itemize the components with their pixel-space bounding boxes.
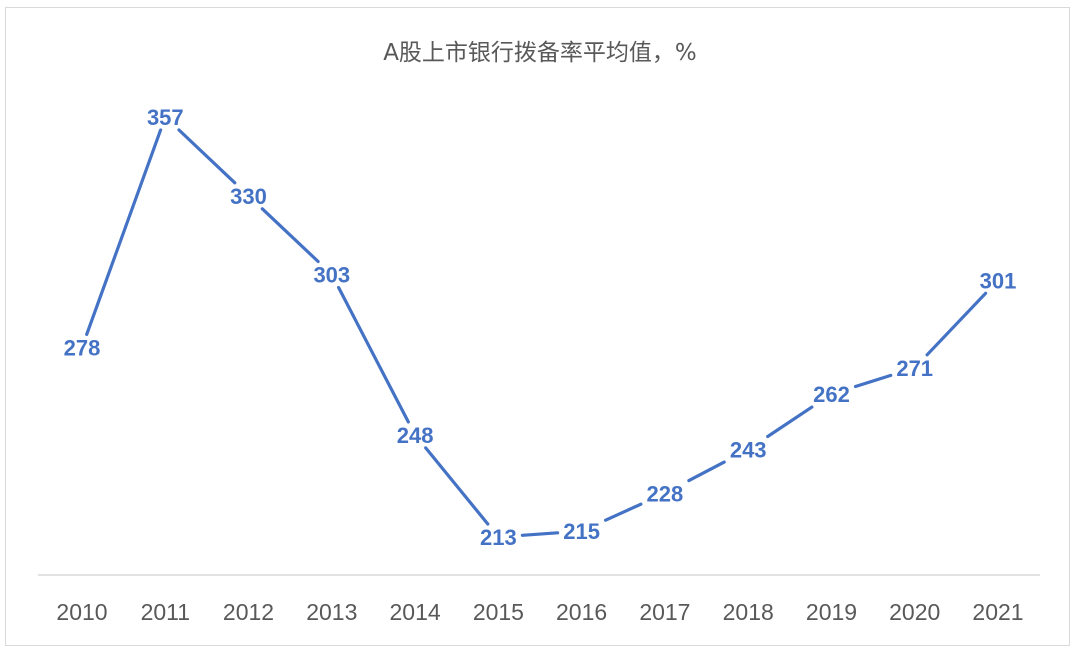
x-tick-2019: 2019 xyxy=(806,599,857,625)
data-label-2021: 301 xyxy=(980,268,1017,293)
x-tick-2020: 2020 xyxy=(889,599,940,625)
series-line xyxy=(85,128,988,537)
data-label-2011: 357 xyxy=(147,105,184,130)
data-label-2018: 243 xyxy=(730,438,767,463)
x-tick-2015: 2015 xyxy=(473,599,524,625)
chart-frame xyxy=(5,7,1070,646)
data-label-2013: 303 xyxy=(313,263,350,288)
x-tick-2011: 2011 xyxy=(141,599,190,625)
data-labels: 278 357 330 303 248 213 215 228 243 262 271 301 xyxy=(64,105,1017,550)
x-tick-2010: 2010 xyxy=(56,599,107,625)
data-label-2016: 215 xyxy=(563,519,600,544)
x-axis-ticks: 2010 2011 2012 2013 2014 2015 2016 2017 2018 2019… xyxy=(56,599,1023,625)
x-tick-2013: 2013 xyxy=(306,599,357,625)
data-label-2012: 330 xyxy=(230,184,267,209)
x-tick-2021: 2021 xyxy=(972,599,1023,625)
x-tick-2012: 2012 xyxy=(223,599,274,625)
x-tick-2017: 2017 xyxy=(639,599,690,625)
data-label-2017: 228 xyxy=(647,481,684,506)
data-label-2015: 213 xyxy=(480,525,517,550)
x-tick-2014: 2014 xyxy=(390,599,441,625)
chart-title: A股上市银行拨备率平均值，% xyxy=(383,40,697,66)
data-label-2014: 248 xyxy=(397,423,434,448)
data-label-2020: 271 xyxy=(896,356,933,381)
data-label-2019: 262 xyxy=(813,382,850,407)
x-tick-2016: 2016 xyxy=(556,599,607,625)
x-tick-2018: 2018 xyxy=(723,599,774,625)
data-label-2010: 278 xyxy=(64,335,101,360)
